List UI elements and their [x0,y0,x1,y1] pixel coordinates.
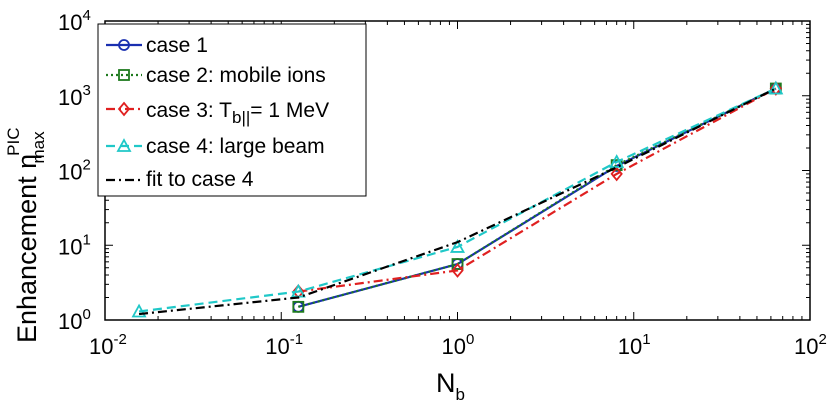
series-4-point [768,80,784,95]
legend-label-case-4: case 4: large beam [146,135,325,158]
series-layer [131,80,784,318]
legend-sample-marker-1 [118,39,130,51]
series-4-line [138,87,777,313]
legend-sample-marker-4 [116,138,132,152]
x-axis-label-sub: b [456,385,465,402]
series-3-point [610,166,623,182]
legend-label-case-3-pre: case 3: T [146,99,232,122]
legend-samples [106,39,142,182]
y-axis-label: Enhancement ηPIC max [4,128,48,343]
series-2-point [292,300,305,313]
x-tick-labels: 10-2 10-1 100 101 102 [89,331,827,359]
x-tick-label: 10-1 [265,331,303,359]
series-3-point [451,263,464,278]
y-axis-label-main: Enhancement η [12,154,42,343]
legend-label-case-1: case 1 [146,34,208,57]
series-2-point [451,258,464,270]
y-tick-label: 102 [58,157,91,185]
legend-sample-marker-2 [118,69,130,81]
legend-label-case-3: case 3: Tb||= 1 MeV [146,99,329,127]
series-5 [138,87,777,316]
y-tick-label: 103 [58,82,91,110]
y-axis-label-sub: max [29,131,48,164]
y-tick-label: 104 [58,7,91,35]
legend: case 1 case 2: mobile ions case 3: Tb||=… [97,23,367,197]
y-tick-label: 100 [58,306,91,334]
series-4 [131,80,784,318]
legend-label-case-3-post: = 1 MeV [250,99,329,122]
legend-sample-marker-3 [117,101,131,117]
x-tick-label: 10-2 [89,331,127,359]
x-axis-label: Nb [436,368,465,402]
series-3-line [298,87,777,293]
legend-label-case-3-sub: b|| [232,108,250,127]
y-tick-label: 101 [58,231,91,259]
x-tick-label: 102 [794,331,827,359]
legend-box [97,23,367,197]
series-5-line [138,87,777,316]
x-tick-label: 100 [442,331,475,359]
y-tick-labels: 100 101 102 103 104 [58,7,91,334]
series-4-point [609,154,625,168]
y-axis-label-sup: PIC [4,128,23,156]
x-tick-label: 101 [618,331,651,359]
series-4-point [449,239,466,253]
x-axis-label-main: N [436,368,456,398]
series-4-point [131,303,147,318]
legend-label-fit: fit to case 4 [146,168,254,191]
legend-label-case-2: case 2: mobile ions [146,64,326,87]
series-3-point [769,81,783,96]
